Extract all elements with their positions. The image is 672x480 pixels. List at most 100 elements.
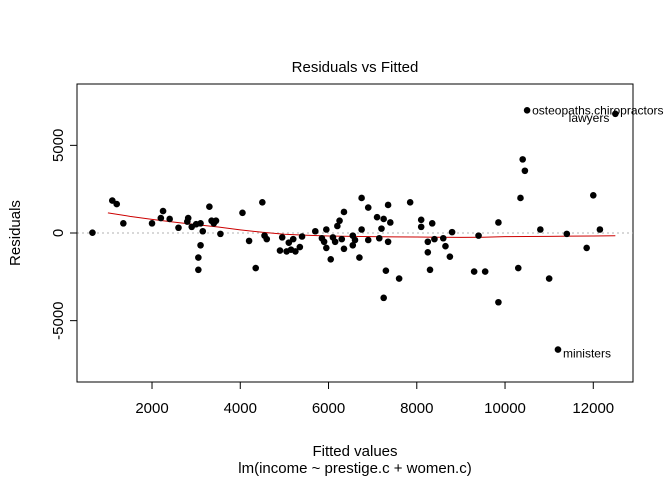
data-point (320, 238, 328, 246)
data-point (514, 264, 522, 272)
labeled-data-point (523, 106, 531, 114)
data-point (336, 217, 343, 225)
data-point (417, 216, 425, 224)
x-tick-label: 4000 (224, 400, 257, 417)
data-point (351, 236, 359, 244)
data-point (212, 217, 220, 225)
data-point (159, 207, 167, 215)
x-tick-label: 12000 (572, 400, 614, 417)
point-label: osteopaths.chiropractors (532, 103, 663, 117)
data-point (252, 264, 260, 272)
labeled-data-point (554, 346, 562, 353)
data-point (113, 200, 121, 208)
data-point (431, 235, 438, 243)
y-axis: -5000 0 5000 (50, 129, 78, 340)
data-point (439, 234, 447, 242)
data-point (184, 214, 192, 222)
data-point (364, 204, 372, 211)
data-point (157, 214, 165, 222)
data-point (358, 226, 365, 233)
x-tick-label: 8000 (400, 400, 433, 417)
data-points (89, 156, 604, 306)
data-point (334, 222, 341, 230)
data-point (296, 243, 304, 251)
data-point (327, 255, 335, 263)
data-point (358, 194, 365, 202)
data-point (428, 220, 436, 227)
data-point (217, 230, 224, 238)
data-point (175, 224, 182, 232)
data-point (197, 241, 204, 249)
data-point (120, 220, 127, 227)
point-label: ministers (563, 347, 611, 361)
data-point (278, 234, 286, 241)
data-point (417, 223, 425, 231)
data-point (387, 219, 394, 226)
data-point (406, 199, 414, 206)
data-point (537, 226, 544, 233)
data-point (384, 238, 392, 246)
data-point (448, 228, 456, 236)
plot-frame (76, 83, 634, 383)
data-point (426, 266, 434, 274)
data-point (475, 232, 482, 239)
data-point (481, 268, 489, 275)
data-point (382, 267, 390, 274)
data-point (517, 194, 524, 202)
data-point (245, 237, 253, 245)
data-point (239, 209, 246, 217)
data-point (285, 239, 293, 246)
data-point (195, 254, 202, 261)
data-point (378, 225, 385, 232)
data-point (195, 266, 202, 274)
data-point (109, 197, 116, 204)
y-tick-label: -5000 (50, 301, 67, 339)
data-point (323, 244, 330, 252)
data-point (384, 201, 392, 209)
data-point (331, 238, 339, 246)
data-point (375, 234, 383, 242)
x-axis-label: Fitted values (312, 443, 397, 460)
data-point (349, 241, 357, 249)
data-point (276, 247, 284, 254)
smooth-line (107, 212, 616, 238)
data-point (563, 230, 571, 238)
data-point (521, 167, 529, 175)
data-point (166, 215, 173, 223)
point-label: lawyers (569, 111, 610, 125)
data-point (446, 253, 454, 260)
chart-title: Residuals vs Fitted (292, 59, 419, 76)
data-point (395, 275, 403, 282)
data-point (545, 275, 553, 282)
data-point (442, 242, 449, 250)
data-point (424, 248, 432, 256)
data-point (519, 156, 526, 163)
data-point (148, 220, 156, 227)
data-point (340, 208, 348, 216)
x-tick-label: 6000 (312, 400, 345, 417)
data-point (373, 213, 381, 221)
x-tick-label: 2000 (135, 400, 168, 417)
y-tick-label: 5000 (50, 129, 67, 162)
data-point (364, 236, 372, 244)
data-point (197, 220, 204, 227)
data-point (289, 235, 297, 243)
data-point (292, 248, 299, 255)
data-point (323, 226, 330, 233)
data-point (311, 227, 319, 235)
data-point (380, 215, 387, 223)
data-point (338, 235, 346, 243)
data-point (89, 229, 96, 236)
y-axis-label: Residuals (7, 200, 24, 266)
data-point (380, 294, 387, 302)
data-point (495, 298, 502, 306)
data-point (340, 245, 348, 253)
data-point (356, 254, 363, 261)
x-axis-subtitle: lm(income ~ prestige.c + women.c) (238, 460, 471, 477)
data-point (199, 227, 207, 235)
x-axis: 2000 4000 6000 8000 10000 12000 (135, 381, 614, 417)
data-point (298, 233, 306, 240)
data-point (589, 192, 597, 199)
